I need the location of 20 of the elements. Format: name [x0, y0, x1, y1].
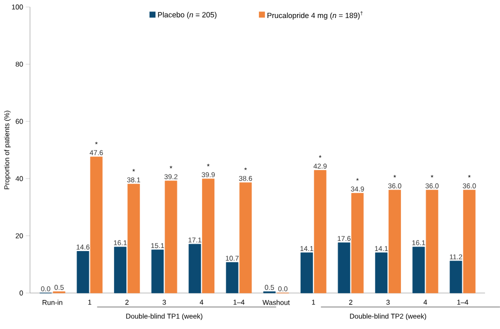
- bar: [338, 242, 350, 294]
- bar: [114, 246, 126, 294]
- bar: [202, 178, 214, 294]
- bar: [128, 184, 140, 294]
- bar: [151, 250, 164, 294]
- bar: [226, 262, 238, 294]
- bar: [351, 192, 364, 294]
- bar: [76, 251, 90, 294]
- bar: [463, 190, 476, 294]
- bar: [188, 244, 202, 294]
- bar: [90, 156, 103, 294]
- bar: [300, 252, 313, 294]
- bar: [314, 170, 326, 294]
- bar: [388, 190, 401, 294]
- bar: [426, 190, 438, 294]
- bar: [412, 246, 425, 294]
- bar: [164, 180, 178, 294]
- bar: [239, 182, 252, 294]
- bar: [375, 252, 388, 294]
- bar: [450, 260, 462, 294]
